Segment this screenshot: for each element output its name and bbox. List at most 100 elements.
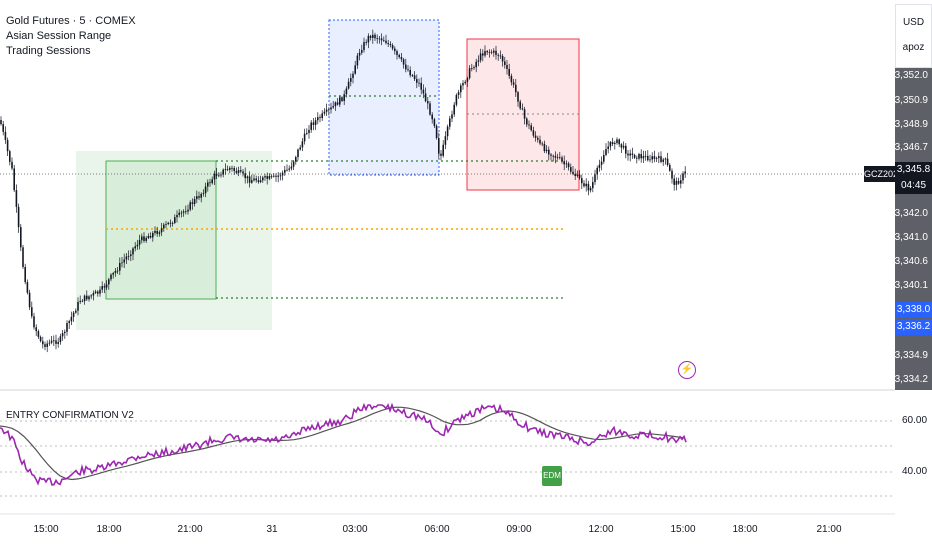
candle-body xyxy=(427,101,429,104)
indicator-trading-sessions[interactable]: Trading Sessions xyxy=(6,45,91,57)
candle-body xyxy=(103,286,106,288)
candle-body xyxy=(596,167,598,175)
candle-body xyxy=(592,182,594,189)
oscillator-title[interactable]: ENTRY CONFIRMATION V2 xyxy=(6,410,134,421)
candle-body xyxy=(675,180,678,185)
candle-body xyxy=(655,158,658,159)
candle-body xyxy=(193,199,196,204)
candle-body xyxy=(268,175,271,179)
price-label: 3,340.1 xyxy=(894,280,928,291)
candle-body xyxy=(526,118,528,125)
candle-body xyxy=(345,88,348,95)
candle-body xyxy=(433,119,436,126)
time-label: 18:00 xyxy=(732,524,758,535)
candle-body xyxy=(455,94,458,105)
time-label: 21:00 xyxy=(816,524,842,535)
candle-body xyxy=(37,331,40,337)
candle-body xyxy=(638,153,640,159)
candle-body xyxy=(567,163,570,168)
candle-body xyxy=(420,82,422,90)
candle-body xyxy=(446,126,449,137)
candle-body xyxy=(532,130,535,136)
candle-body xyxy=(647,155,649,161)
candle-body xyxy=(449,118,451,127)
candle-body xyxy=(24,267,26,283)
candle-body xyxy=(519,101,521,109)
candle-body xyxy=(477,60,480,62)
candle-body xyxy=(614,142,616,145)
candle-body xyxy=(284,169,286,173)
price-label: 3,334.2 xyxy=(894,374,928,385)
candle-body xyxy=(39,336,42,342)
candle-body xyxy=(662,159,664,162)
candle-body xyxy=(182,211,185,213)
candle-body xyxy=(365,42,367,43)
candle-body xyxy=(358,52,361,56)
candle-body xyxy=(178,212,180,216)
last-price-tag: 3,345.8 xyxy=(895,162,932,178)
candle-body xyxy=(378,38,381,40)
oscillator-line xyxy=(0,402,687,486)
candle-body xyxy=(629,153,631,156)
price-label: 3,340.6 xyxy=(894,256,928,267)
candle-body xyxy=(33,316,35,328)
candle-body xyxy=(468,68,471,79)
candle-body xyxy=(528,124,530,126)
candle-body xyxy=(279,175,282,177)
candle-body xyxy=(407,69,409,71)
candle-body xyxy=(506,64,508,69)
currency-label: USD xyxy=(902,17,925,28)
time-label: 09:00 xyxy=(506,524,532,535)
time-label: 03:00 xyxy=(342,524,368,535)
candle-body xyxy=(517,92,519,102)
candle-body xyxy=(15,190,18,207)
candle-body xyxy=(301,141,304,148)
candle-body xyxy=(361,50,363,53)
candle-body xyxy=(20,227,22,248)
candle-body xyxy=(202,193,205,195)
time-label: 12:00 xyxy=(588,524,614,535)
candle-body xyxy=(495,50,497,55)
candle-body xyxy=(666,158,669,165)
candle-body xyxy=(81,300,84,302)
price-axis[interactable]: 3,352.0 3,350.9 3,348.9 3,346.7 3,342.0 … xyxy=(895,68,932,390)
indicator-asian-range[interactable]: Asian Session Range xyxy=(6,30,112,42)
symbol-title[interactable]: Gold Futures · 5 · COMEX xyxy=(6,15,136,27)
candle-body xyxy=(75,310,77,313)
candle-body xyxy=(86,295,88,300)
price-label: 3,350.9 xyxy=(894,95,928,106)
candle-body xyxy=(259,180,262,183)
candle-body xyxy=(385,40,387,44)
currency-box[interactable]: USD apoz xyxy=(895,4,932,68)
candle-body xyxy=(493,50,495,53)
candle-body xyxy=(152,232,154,238)
candle-body xyxy=(266,176,268,179)
candle-body xyxy=(35,327,37,332)
candle-body xyxy=(154,230,156,233)
candle-body xyxy=(411,75,414,77)
candle-body xyxy=(332,106,334,108)
candle-body xyxy=(490,51,493,53)
lightning-icon[interactable]: ⚡ xyxy=(678,361,696,379)
time-axis[interactable]: 15:00 18:00 21:00 31 03:00 06:00 09:00 1… xyxy=(0,514,895,550)
candle-body xyxy=(295,157,297,162)
candle-body xyxy=(169,222,172,224)
candle-body xyxy=(189,202,191,210)
candle-body xyxy=(121,262,123,264)
candle-body xyxy=(28,292,31,308)
candle-body xyxy=(609,142,612,147)
symbol-tag[interactable]: GCZ2025 xyxy=(864,166,903,182)
candle-body xyxy=(288,168,290,170)
candle-body xyxy=(479,53,482,61)
candle-body xyxy=(585,183,587,187)
candle-body xyxy=(233,168,235,171)
candle-body xyxy=(215,173,218,176)
candle-body xyxy=(550,154,552,156)
candle-body xyxy=(319,117,321,119)
candle-body xyxy=(108,279,110,285)
candle-body xyxy=(389,44,392,46)
candle-body xyxy=(253,178,255,181)
time-label: 06:00 xyxy=(424,524,450,535)
